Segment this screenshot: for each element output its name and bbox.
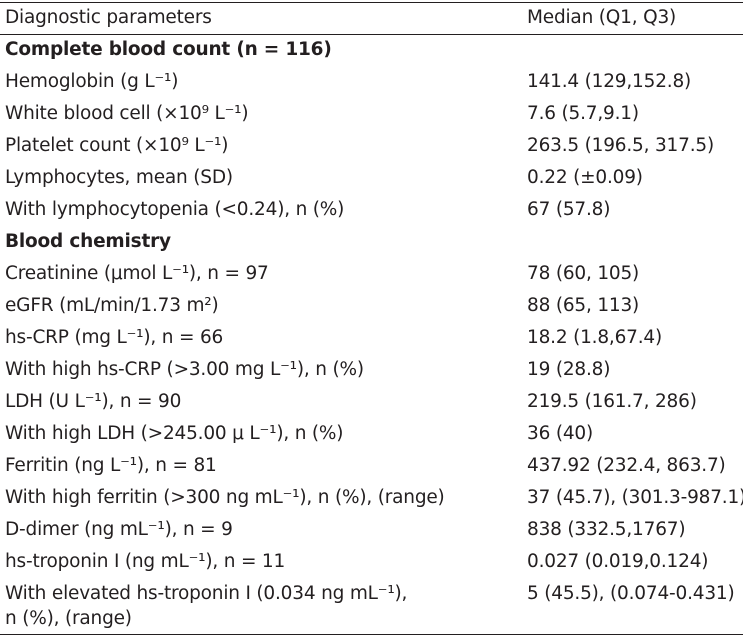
table-row: Creatinine (μmol L⁻¹), n = 97 78 (60, 10… (0, 258, 743, 289)
parameter-label: LDH (U L⁻¹), n = 90 (5, 391, 182, 412)
parameter-label: D-dimer (ng mL⁻¹), n = 9 (5, 519, 233, 540)
parameter-label: With high LDH (>245.00 μ L⁻¹), n (%) (5, 423, 344, 444)
table-row: Ferritin (ng L⁻¹), n = 81 437.92 (232.4,… (0, 450, 743, 481)
table-row: D-dimer (ng mL⁻¹), n = 9 838 (332.5,1767… (0, 514, 743, 545)
table-row: With high hs-CRP (>3.00 mg L⁻¹), n (%) 1… (0, 354, 743, 385)
median-value: 7.6 (5.7,9.1) (527, 103, 639, 124)
top-rule (0, 2, 743, 3)
parameter-label: Creatinine (μmol L⁻¹), n = 97 (5, 263, 269, 284)
table-row: With high ferritin (>300 ng mL⁻¹), n (%)… (0, 482, 743, 513)
section-title: Complete blood count (n = 116) (5, 39, 332, 60)
median-value: 219.5 (161.7, 286) (527, 391, 697, 412)
median-value: 838 (332.5,1767) (527, 519, 686, 540)
parameter-label: With high hs-CRP (>3.00 mg L⁻¹), n (%) (5, 359, 364, 380)
table-row: hs-troponin I (ng mL⁻¹), n = 11 0.027 (0… (0, 546, 743, 577)
parameter-label: With elevated hs-troponin I (0.034 ng mL… (5, 583, 408, 604)
section-title: Blood chemistry (5, 231, 171, 252)
header-rule (0, 34, 743, 35)
median-value: 0.027 (0.019,0.124) (527, 551, 709, 572)
table-row: Hemoglobin (g L⁻¹) 141.4 (129,152.8) (0, 66, 743, 97)
median-value: 67 (57.8) (527, 199, 611, 220)
parameter-label: hs-CRP (mg L⁻¹), n = 66 (5, 327, 224, 348)
table-row: White blood cell (×10⁹ L⁻¹) 7.6 (5.7,9.1… (0, 98, 743, 129)
parameter-label: Lymphocytes, mean (SD) (5, 167, 233, 188)
median-value: 263.5 (196.5, 317.5) (527, 135, 714, 156)
median-value: 37 (45.7), (301.3-987.1) (527, 487, 743, 508)
table-row: hs-CRP (mg L⁻¹), n = 66 18.2 (1.8,67.4) (0, 322, 743, 353)
parameter-label: With lymphocytopenia (<0.24), n (%) (5, 199, 345, 220)
parameter-label: eGFR (mL/min/1.73 m²) (5, 295, 219, 316)
header-diagnostic-parameters: Diagnostic parameters (5, 7, 212, 28)
median-value: 36 (40) (527, 423, 593, 444)
bottom-rule (0, 634, 743, 635)
parameter-label: Platelet count (×10⁹ L⁻¹) (5, 135, 229, 156)
median-value: 5 (45.5), (0.074-0.431) (527, 583, 735, 604)
table-row: Lymphocytes, mean (SD) 0.22 (±0.09) (0, 162, 743, 193)
parameter-label: hs-troponin I (ng mL⁻¹), n = 11 (5, 551, 286, 572)
median-value: 0.22 (±0.09) (527, 167, 643, 188)
median-value: 141.4 (129,152.8) (527, 71, 692, 92)
parameter-label: With high ferritin (>300 ng mL⁻¹), n (%)… (5, 487, 445, 508)
median-value: 78 (60, 105) (527, 263, 640, 284)
median-value: 19 (28.8) (527, 359, 611, 380)
median-value: 18.2 (1.8,67.4) (527, 327, 663, 348)
parameter-label-continued: n (%), (range) (5, 608, 132, 629)
parameter-label: Hemoglobin (g L⁻¹) (5, 71, 179, 92)
section-header-complete-blood-count: Complete blood count (n = 116) (0, 34, 743, 65)
header-median-q1-q3: Median (Q1, Q3) (527, 7, 677, 28)
table-row: With lymphocytopenia (<0.24), n (%) 67 (… (0, 194, 743, 225)
table-row: eGFR (mL/min/1.73 m²) 88 (65, 113) (0, 290, 743, 321)
table-row: With elevated hs-troponin I (0.034 ng mL… (0, 578, 743, 634)
parameter-label: Ferritin (ng L⁻¹), n = 81 (5, 455, 217, 476)
table-header-row: Diagnostic parameters Median (Q1, Q3) (0, 2, 743, 33)
section-header-blood-chemistry: Blood chemistry (0, 226, 743, 257)
table-row: LDH (U L⁻¹), n = 90 219.5 (161.7, 286) (0, 386, 743, 417)
median-value: 437.92 (232.4, 863.7) (527, 455, 726, 476)
median-value: 88 (65, 113) (527, 295, 640, 316)
table-row: With high LDH (>245.00 μ L⁻¹), n (%) 36 … (0, 418, 743, 449)
parameter-label: White blood cell (×10⁹ L⁻¹) (5, 103, 249, 124)
table-row: Platelet count (×10⁹ L⁻¹) 263.5 (196.5, … (0, 130, 743, 161)
